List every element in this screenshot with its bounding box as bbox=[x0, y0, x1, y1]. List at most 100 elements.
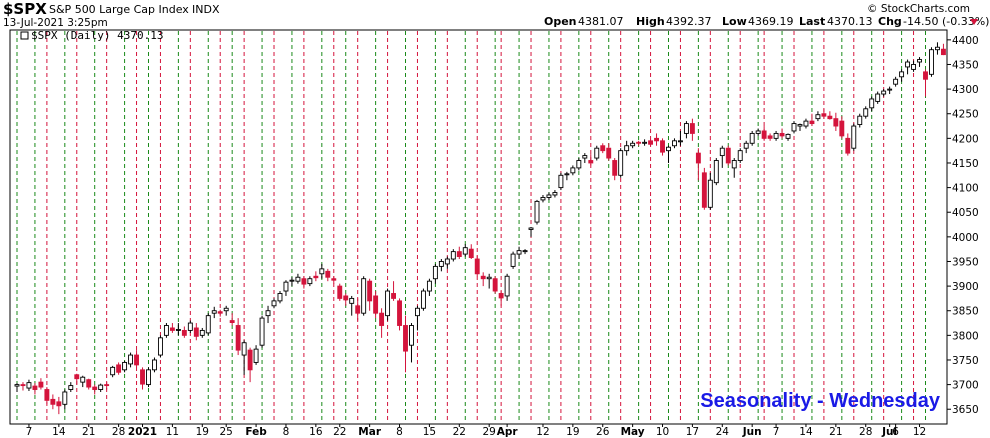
x-tick-label: 29 bbox=[482, 426, 495, 438]
candle-down bbox=[337, 285, 343, 299]
candle-down bbox=[391, 293, 397, 299]
plot-area bbox=[9, 29, 948, 425]
candle-up bbox=[283, 281, 289, 292]
candle-down bbox=[397, 300, 402, 326]
candle-up bbox=[289, 279, 295, 282]
candle-up bbox=[791, 123, 797, 132]
candle-down bbox=[725, 147, 731, 164]
candle-up bbox=[205, 315, 211, 334]
candle-up bbox=[582, 155, 588, 159]
candle-up bbox=[253, 348, 259, 363]
candle-up bbox=[677, 140, 683, 143]
candle-up bbox=[558, 174, 564, 189]
candle-down bbox=[654, 137, 659, 142]
candle-down bbox=[923, 71, 928, 80]
candle-up bbox=[815, 114, 821, 120]
candle-down bbox=[32, 385, 38, 390]
candle-up bbox=[929, 49, 934, 75]
candle-up bbox=[731, 160, 737, 169]
candle-down bbox=[839, 120, 845, 137]
candle-up bbox=[98, 384, 104, 390]
x-tick-label: 8 bbox=[283, 426, 290, 438]
y-tick-label: 4250 bbox=[952, 109, 979, 121]
x-tick-label: 8 bbox=[396, 426, 403, 438]
candle-down bbox=[689, 123, 695, 134]
low-value: 4369.19 bbox=[748, 15, 794, 28]
candle-up bbox=[576, 160, 582, 169]
candle-down bbox=[833, 118, 839, 127]
candle-down bbox=[606, 147, 612, 159]
candle-up bbox=[68, 385, 74, 390]
candle-down bbox=[38, 381, 44, 388]
x-tick-label: 7 bbox=[26, 426, 33, 438]
y-axis: 3650 3700 3750 3800 3850 3900 3950 4000 4050 4100… bbox=[947, 35, 979, 416]
candle-up bbox=[271, 300, 277, 307]
candle-down bbox=[355, 305, 361, 314]
candle-up bbox=[504, 275, 510, 297]
candle-down bbox=[235, 325, 241, 351]
candle-down bbox=[821, 113, 827, 117]
candle-down bbox=[44, 389, 50, 401]
x-tick-label: 12 bbox=[913, 426, 926, 438]
candle-up bbox=[80, 376, 86, 383]
x-tick-label: 15 bbox=[423, 426, 436, 438]
candle-up bbox=[540, 196, 546, 201]
legend-label: $SPX (Daily) 4370.13 bbox=[31, 29, 163, 42]
x-tick-label: 14 bbox=[52, 426, 66, 438]
x-tick-label: Jul bbox=[881, 426, 897, 438]
candle-up bbox=[516, 250, 522, 255]
x-axis: 7 14 21 28 2021 11 19 25 Feb 8 16 22 Mar 8 15 22 29 Apr 12… bbox=[26, 424, 926, 438]
x-tick-label: 25 bbox=[220, 426, 233, 438]
y-tick-label: 3650 bbox=[952, 404, 979, 416]
candle-up bbox=[749, 132, 755, 144]
candle-up bbox=[803, 120, 809, 127]
candle-up bbox=[642, 141, 648, 144]
candle-down bbox=[140, 369, 145, 385]
x-tick-label: 22 bbox=[333, 426, 346, 438]
seasonality-lines bbox=[16, 31, 927, 423]
candle-down bbox=[169, 327, 175, 331]
candle-down bbox=[331, 278, 337, 281]
candle-up bbox=[666, 146, 671, 152]
legend-candle-icon bbox=[20, 31, 29, 40]
candle-up bbox=[361, 278, 367, 314]
candle-up bbox=[899, 71, 905, 78]
candle-up bbox=[534, 200, 540, 223]
candle-up bbox=[594, 147, 600, 159]
x-tick-label: 16 bbox=[309, 426, 323, 438]
x-tick-label: May bbox=[621, 426, 645, 438]
candle-up bbox=[241, 342, 247, 356]
x-tick-label: Jun bbox=[742, 426, 762, 438]
y-tick-label: 4200 bbox=[952, 133, 979, 145]
candle-up bbox=[510, 253, 516, 267]
candle-up bbox=[277, 293, 283, 302]
candle-up bbox=[887, 88, 893, 91]
symbol-label: $SPX bbox=[3, 0, 47, 18]
candle-down bbox=[229, 320, 235, 323]
y-tick-label: 4150 bbox=[952, 158, 979, 170]
candle-up bbox=[426, 280, 432, 292]
candle-up bbox=[546, 194, 552, 198]
candle-up bbox=[349, 297, 355, 304]
candle-up bbox=[444, 258, 450, 265]
candle-up bbox=[672, 140, 677, 147]
candle-down bbox=[827, 115, 833, 120]
high-value: 4392.37 bbox=[666, 15, 712, 28]
candle-down bbox=[325, 270, 331, 278]
x-tick-label: 17 bbox=[686, 426, 699, 438]
candle-up bbox=[570, 167, 576, 174]
x-tick-label: Feb bbox=[245, 426, 267, 438]
candle-up bbox=[935, 46, 940, 51]
candle-up bbox=[450, 251, 456, 260]
candle-down bbox=[701, 172, 707, 208]
x-tick-label: 19 bbox=[566, 426, 579, 438]
y-tick-label: 3750 bbox=[952, 355, 979, 367]
candle-up bbox=[881, 90, 887, 95]
candle-up bbox=[905, 61, 911, 68]
x-tick-label: 6 bbox=[892, 426, 899, 438]
candle-up bbox=[713, 160, 719, 184]
candle-up bbox=[175, 328, 181, 331]
candle-up bbox=[295, 276, 301, 282]
last-label: Last bbox=[799, 15, 825, 28]
y-tick-label: 4100 bbox=[952, 183, 979, 195]
